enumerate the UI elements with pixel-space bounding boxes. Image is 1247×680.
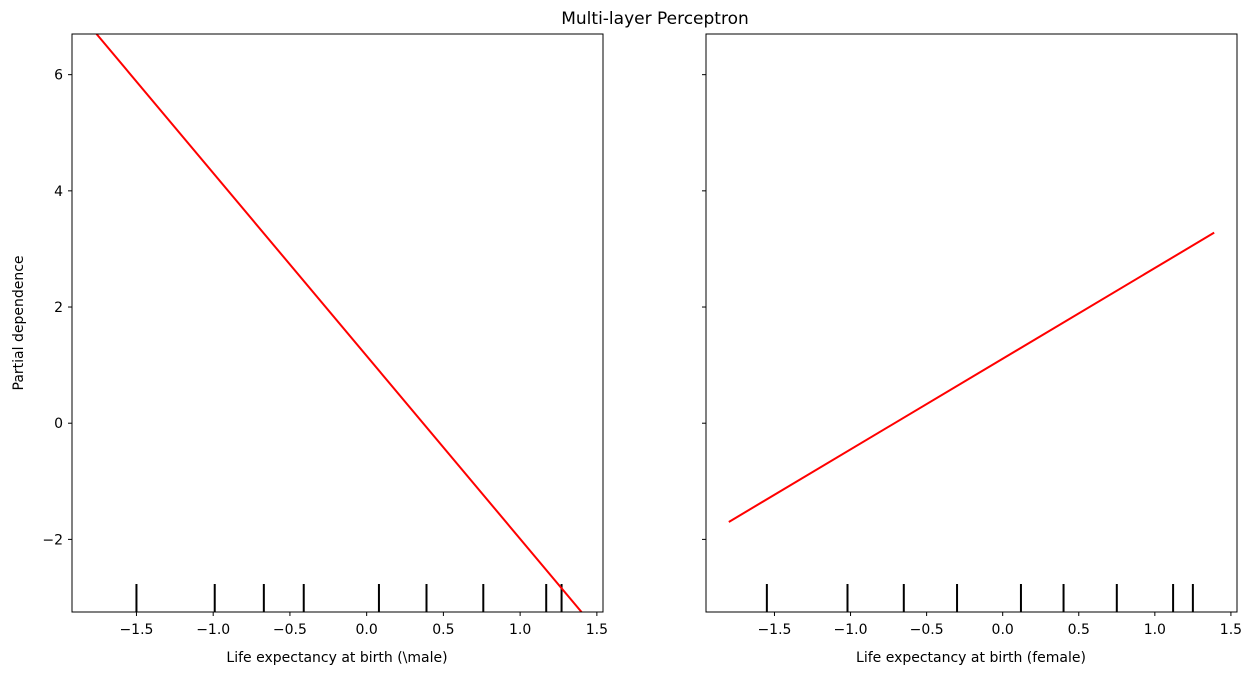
x-tick-label: −1.0 — [834, 622, 868, 638]
y-tick-label: 2 — [54, 300, 63, 316]
x-tick-label: 0.0 — [356, 622, 378, 638]
y-tick-label: 6 — [54, 68, 63, 84]
x-tick-label: −0.5 — [910, 622, 944, 638]
y-axis-label: Partial dependence — [11, 255, 27, 390]
x-tick-label: 0.5 — [432, 622, 454, 638]
x-tick-label: −1.5 — [119, 622, 153, 638]
x-tick-label: 1.0 — [1144, 622, 1166, 638]
x-tick-label: 1.5 — [586, 622, 608, 638]
x-tick-label: −1.5 — [757, 622, 791, 638]
right-panel: −1.5 −1.0 −0.5 0.0 0.5 1.0 1.5 — [702, 33, 1242, 638]
y-tick-label: −2 — [42, 532, 63, 548]
y-tick-label: 4 — [54, 184, 63, 200]
partial-dependence-line — [728, 231, 1215, 523]
x-axis-label-right: Life expectancy at birth (female) — [856, 650, 1086, 666]
left-panel: −2 0 2 4 6 −1.5 −1.0 −0.5 0.0 0.5 1.0 1.5 — [42, 33, 608, 638]
x-tick-label: 1.0 — [509, 622, 531, 638]
x-tick-label: 0.5 — [1068, 622, 1090, 638]
axes-frame — [71, 33, 604, 613]
axes-frame — [705, 33, 1238, 613]
x-tick-label: 0.0 — [992, 622, 1014, 638]
y-tick-label: 0 — [54, 416, 63, 432]
partial-dependence-line — [95, 34, 583, 612]
x-tick-label: 1.5 — [1220, 622, 1242, 638]
chart-title: Multi-layer Perceptron — [561, 9, 749, 29]
x-axis-label-left: Life expectancy at birth (\male) — [226, 650, 447, 666]
x-tick-label: −1.0 — [196, 622, 230, 638]
x-tick-label: −0.5 — [273, 622, 307, 638]
